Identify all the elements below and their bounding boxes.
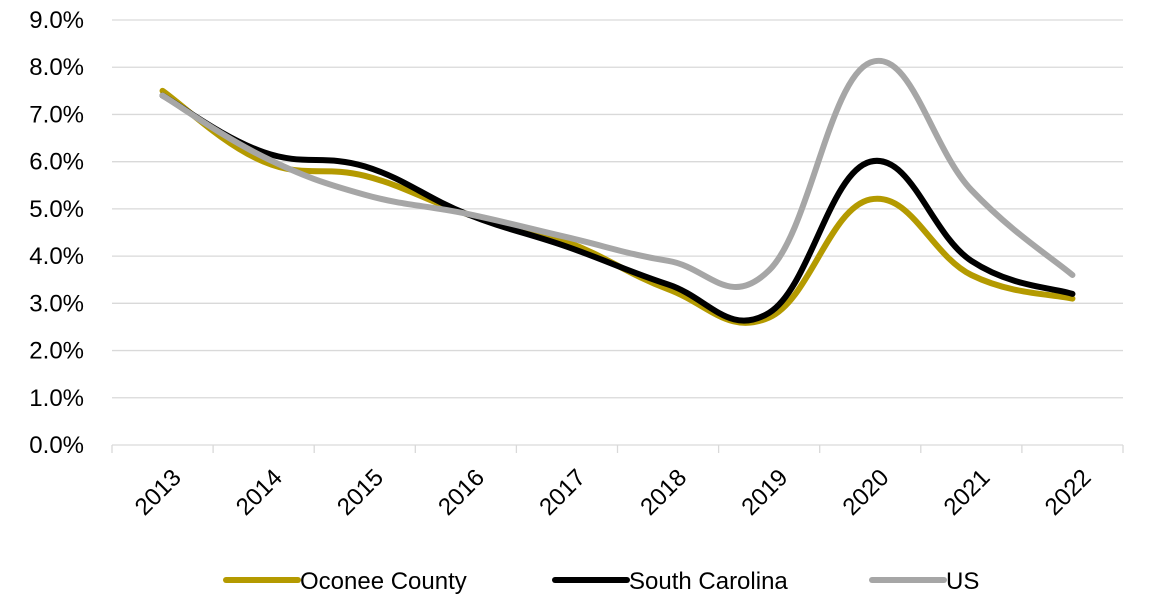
x-tick-label: 2020 [838, 464, 895, 521]
series-line-oconee-county [159, 87, 1076, 326]
y-tick-label: 0.0% [29, 432, 84, 459]
legend-label: Oconee County [300, 568, 467, 595]
x-tick-label: 2017 [534, 464, 591, 521]
legend-label: South Carolina [629, 568, 788, 595]
x-tick-label: 2021 [939, 464, 996, 521]
y-tick-label: 4.0% [29, 243, 84, 270]
y-tick-label: 8.0% [29, 54, 84, 81]
y-axis-ticks: 0.0% 1.0% 2.0% 3.0% 4.0% 5.0% 6.0% 7.0% 8.0% 9.0% [29, 7, 84, 459]
gridlines [111, 19, 1124, 453]
legend-item-oconee-county: Oconee County [223, 568, 467, 595]
x-tick-label: 2015 [332, 464, 389, 521]
legend-item-us: US [869, 568, 979, 595]
x-tick-label: 2014 [231, 464, 288, 521]
x-tick-label: 2016 [433, 464, 490, 521]
legend: Oconee County South Carolina US [223, 568, 979, 595]
y-tick-label: 5.0% [29, 196, 84, 223]
x-tick-label: 2022 [1040, 464, 1097, 521]
legend-item-south-carolina: South Carolina [552, 568, 788, 595]
y-tick-label: 2.0% [29, 338, 84, 365]
x-tick-label: 2019 [736, 464, 793, 521]
x-tick-label: 2013 [130, 464, 187, 521]
y-tick-label: 9.0% [29, 7, 84, 34]
series-lines [159, 57, 1076, 326]
series-line-us [159, 57, 1076, 290]
legend-label: US [946, 568, 979, 595]
series-line-south-carolina [159, 92, 1076, 324]
y-tick-label: 6.0% [29, 149, 84, 176]
y-tick-label: 7.0% [29, 101, 84, 128]
x-axis-ticks: 2013 2014 2015 2016 2017 2018 2019 2020 2021 2022 [130, 464, 1097, 521]
y-tick-label: 1.0% [29, 385, 84, 412]
x-tick-label: 2018 [635, 464, 692, 521]
y-tick-label: 3.0% [29, 290, 84, 317]
